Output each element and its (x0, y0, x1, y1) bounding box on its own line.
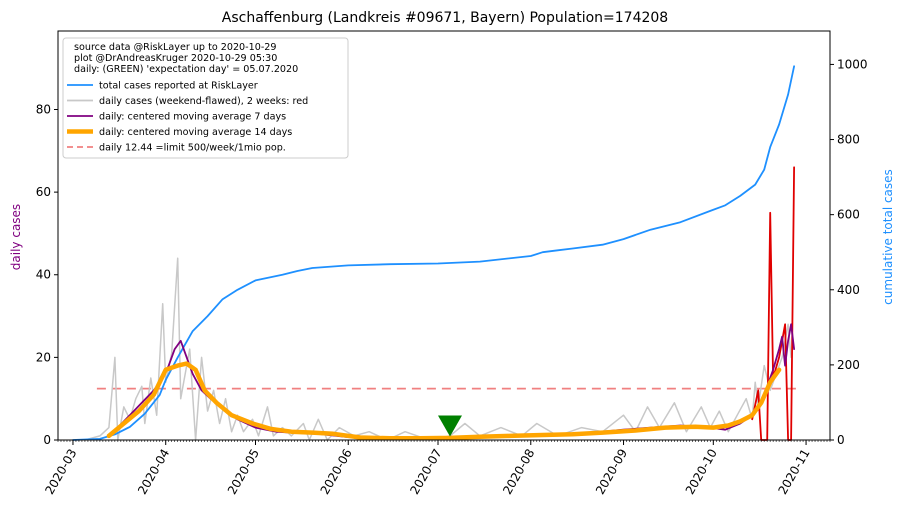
y-tick-label-right: 600 (837, 208, 860, 222)
legend-entry-label: daily cases (weekend-flawed), 2 weeks: r… (99, 96, 308, 107)
series-line-0 (72, 65, 795, 441)
y-tick-label-right: 200 (837, 358, 860, 372)
y-tick-label-left: 60 (36, 185, 51, 199)
y-tick-label-right: 800 (837, 133, 860, 147)
legend-header-line: daily: (GREEN) 'expectation day' = 05.07… (74, 64, 298, 75)
y-tick-label-right: 400 (837, 283, 860, 297)
legend-header-line: plot @DrAndreasKruger 2020-10-29 05:30 (74, 53, 277, 64)
y-tick-label-left: 0 (43, 433, 51, 447)
y-tick-label-left: 80 (36, 102, 51, 116)
legend: source data @RiskLayer up to 2020-10-29p… (62, 37, 349, 159)
y-tick-label-left: 40 (36, 268, 51, 282)
legend-entry-label: daily 12.44 =limit 500/week/1mio pop. (99, 143, 286, 154)
y-tick-label-right: 0 (837, 433, 845, 447)
expectation-marker (437, 415, 462, 437)
y-axis-label-right: cumulative total cases (881, 169, 895, 305)
chart-title: Aschaffenburg (Landkreis #09671, Bayern)… (222, 10, 668, 26)
series-line-1 (84, 257, 792, 441)
legend-header-line: source data @RiskLayer up to 2020-10-29 (74, 42, 277, 53)
y-tick-label-left: 20 (36, 350, 51, 364)
series-line-4 (106, 361, 782, 441)
legend-entry-label: total cases reported at RiskLayer (99, 81, 258, 92)
y-tick-label-right: 1000 (837, 57, 868, 71)
legend-box (62, 37, 349, 159)
legend-entry-label: daily: centered moving average 7 days (99, 112, 286, 123)
legend-entry-label: daily: centered moving average 14 days (99, 127, 292, 138)
y-axis-label-left: daily cases (9, 204, 23, 270)
